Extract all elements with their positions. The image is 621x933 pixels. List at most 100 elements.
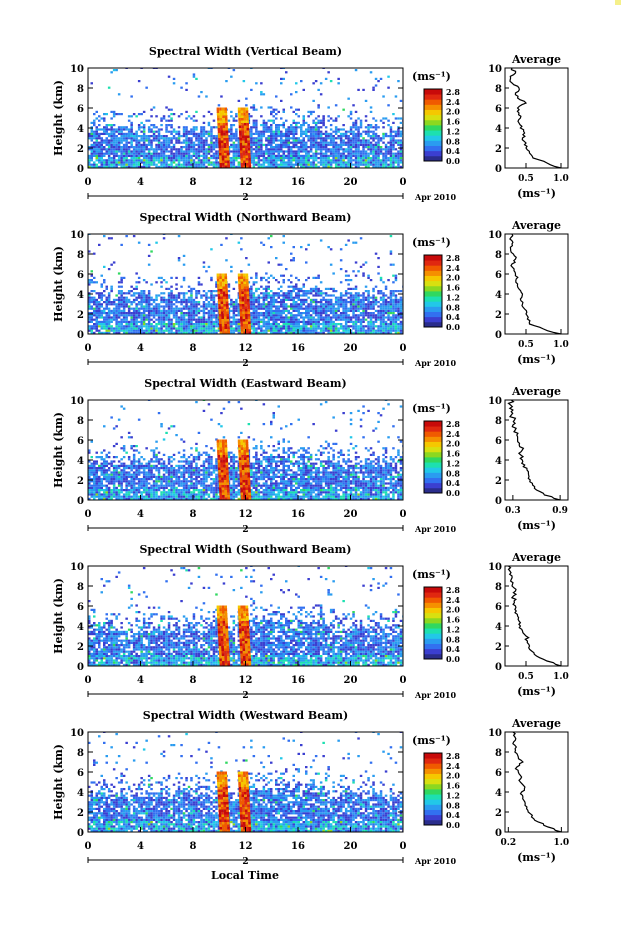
profile-y-tick-label: 6 <box>495 104 502 115</box>
echo-cell <box>180 286 183 288</box>
echo-cell <box>273 111 276 113</box>
echo-cell <box>327 303 330 305</box>
echo-cell <box>128 148 130 150</box>
echo-cell <box>315 290 318 292</box>
echo-cell <box>253 164 256 166</box>
echo-cell <box>195 133 198 135</box>
echo-cell <box>298 122 301 124</box>
echo-cell <box>253 159 256 161</box>
echo-cell <box>390 157 393 159</box>
echo-cell <box>96 330 99 332</box>
echo-cell <box>215 161 218 163</box>
echo-cell <box>210 330 213 332</box>
echo-cell <box>103 290 106 292</box>
echo-cell <box>143 142 146 144</box>
echo-cell <box>325 292 328 294</box>
echo-cell <box>362 316 365 318</box>
echo-cell <box>260 93 263 95</box>
echo-cell <box>255 139 258 141</box>
echo-cell <box>382 303 385 305</box>
echo-cell <box>332 294 335 296</box>
echo-cell <box>280 294 283 296</box>
echo-cell <box>357 153 360 155</box>
echo-cell <box>317 161 320 163</box>
echo-cell <box>155 126 158 128</box>
echo-cell <box>120 299 123 301</box>
echo-cell <box>96 325 99 327</box>
echo-cell <box>255 157 258 159</box>
echo-cell <box>395 290 398 292</box>
echo-cell <box>190 297 193 299</box>
echo-cell <box>180 135 183 137</box>
echo-cell <box>158 321 161 323</box>
echo-cell <box>210 310 213 312</box>
echo-cell <box>118 164 121 166</box>
echo-cell <box>103 294 106 296</box>
echo-cell <box>145 144 148 146</box>
echo-cell <box>317 275 320 277</box>
echo-cell <box>270 312 273 314</box>
echo-cell <box>332 314 335 316</box>
echo-cell <box>263 157 266 159</box>
echo-cell <box>185 146 188 148</box>
echo-cell <box>312 319 315 321</box>
echo-cell <box>387 124 390 126</box>
echo-cell <box>345 301 348 303</box>
echo-cell <box>188 310 191 312</box>
echo-cell <box>133 308 136 310</box>
echo-cell <box>163 316 166 318</box>
echo-cell <box>233 135 236 137</box>
echo-cell <box>138 159 141 161</box>
echo-cell <box>320 133 323 135</box>
echo-cell <box>278 164 281 166</box>
echo-cell <box>317 120 320 122</box>
echo-cell <box>310 321 313 323</box>
echo-cell <box>387 297 390 299</box>
echo-cell <box>163 155 166 157</box>
echo-cell <box>180 153 183 155</box>
echo-cell <box>390 299 393 301</box>
echo-cell <box>320 93 323 95</box>
convective-cell <box>224 108 227 111</box>
echo-cell <box>173 157 176 159</box>
echo-cell <box>165 281 168 283</box>
echo-cell <box>106 325 109 327</box>
echo-cell <box>377 153 380 155</box>
echo-cell <box>128 299 130 301</box>
echo-cell <box>327 310 330 312</box>
echo-cell <box>143 323 146 325</box>
echo-cell <box>233 148 236 150</box>
echo-cell <box>140 146 143 148</box>
echo-cell <box>250 139 253 141</box>
echo-cell <box>377 314 380 316</box>
echo-cell <box>303 308 306 310</box>
echo-cell <box>357 128 360 130</box>
echo-cell <box>195 301 198 303</box>
echo-cell <box>96 310 99 312</box>
echo-cell <box>143 150 146 152</box>
echo-cell <box>230 137 233 139</box>
echo-cell <box>183 128 186 130</box>
echo-cell <box>307 161 310 163</box>
echo-cell <box>317 115 320 117</box>
echo-cell <box>133 288 136 290</box>
echo-cell <box>125 330 128 332</box>
echo-cell <box>101 133 104 135</box>
echo-cell <box>377 330 380 332</box>
echo-cell <box>98 128 101 130</box>
echo-cell <box>303 161 306 163</box>
echo-cell <box>283 323 286 325</box>
echo-cell <box>133 316 136 318</box>
echo-cell <box>330 312 333 314</box>
echo-cell <box>155 281 158 283</box>
echo-cell <box>307 277 310 279</box>
echo-cell <box>283 144 286 146</box>
echo-cell <box>250 314 253 316</box>
echo-cell <box>91 150 94 152</box>
echo-cell <box>163 314 166 316</box>
echo-cell <box>303 122 306 124</box>
echo-cell <box>377 144 380 146</box>
echo-cell <box>327 288 330 290</box>
echo-cell <box>355 69 358 71</box>
echo-cell <box>288 146 291 148</box>
